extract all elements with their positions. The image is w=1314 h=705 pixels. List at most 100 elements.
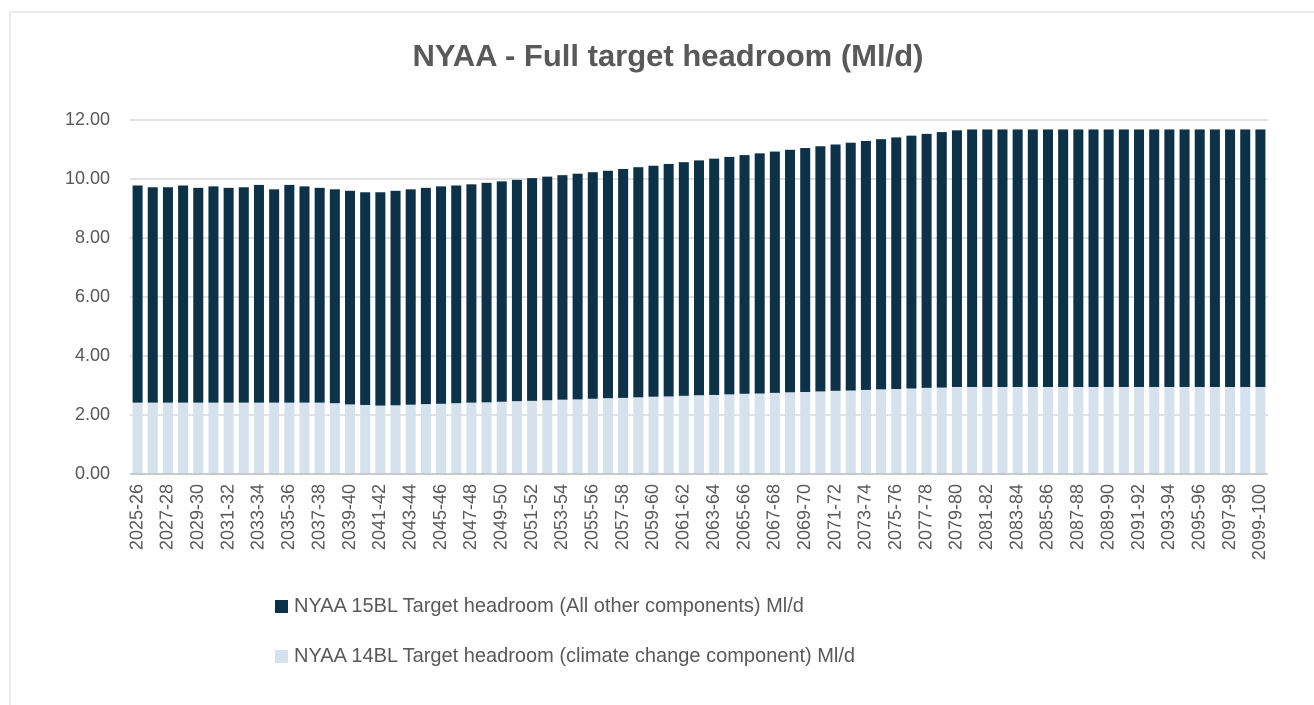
bar-segment: [1118, 386, 1129, 474]
bar-segment: [587, 398, 598, 474]
bar-segment: [951, 130, 962, 387]
x-tick-label: 2093-94: [1158, 484, 1178, 550]
x-tick-label: 2099-100: [1249, 484, 1269, 560]
bar-segment: [481, 402, 492, 474]
x-tick-label: 2091-92: [1128, 484, 1148, 550]
bar-segment: [769, 151, 780, 393]
bar-segment: [1134, 386, 1145, 474]
x-tick-label: 2037-38: [308, 484, 328, 550]
bar-segment: [678, 162, 689, 396]
bar-segment: [1209, 129, 1220, 387]
x-tick-label: 2083-84: [1006, 484, 1026, 550]
x-tick-label: 2081-82: [976, 484, 996, 550]
bar-segment: [436, 186, 447, 404]
bar-segment: [815, 391, 826, 474]
bar-segment: [238, 402, 249, 474]
bar-segment: [785, 392, 796, 474]
bar-segment: [420, 187, 431, 405]
bar-segment: [1194, 386, 1205, 474]
bar-segment: [633, 167, 644, 398]
bar-segment: [1073, 386, 1084, 474]
bar-segment: [178, 402, 189, 474]
bar-segment: [1042, 129, 1053, 387]
x-tick-label: 2061-62: [673, 484, 693, 550]
bar-segment: [709, 158, 720, 395]
bar-segment: [208, 186, 219, 403]
bar-segment: [876, 389, 887, 474]
bar-segment: [132, 185, 143, 403]
legend-item: NYAA 14BL Target headroom (climate chang…: [275, 645, 935, 668]
bar-segment: [876, 139, 887, 390]
bar-segment: [147, 402, 158, 474]
bar-segment: [1240, 129, 1251, 387]
legend-swatch: [275, 600, 288, 613]
bar-segment: [269, 402, 280, 474]
x-tick-label: 2085-86: [1037, 484, 1057, 550]
bar-segment: [451, 403, 462, 474]
bar-segment: [329, 403, 340, 474]
chart-title: NYAA - Full target headroom (Ml/d): [413, 38, 924, 73]
bar-segment: [739, 155, 750, 394]
bar-segment: [906, 388, 917, 474]
bar-segment: [481, 182, 492, 403]
x-tick-label: 2041-42: [369, 484, 389, 550]
bar-segment: [1012, 386, 1023, 474]
bar-segment: [178, 185, 189, 403]
x-tick-label: 2049-50: [490, 484, 510, 550]
bar-segment: [223, 402, 234, 474]
bar-segment: [921, 387, 932, 474]
bar-segment: [1134, 129, 1145, 387]
x-tick-label: 2029-30: [187, 484, 207, 550]
bar-segment: [542, 176, 553, 401]
bar-segment: [436, 403, 447, 474]
bar-segment: [663, 396, 674, 474]
bar-segment: [693, 395, 705, 474]
bar-segment: [511, 401, 522, 474]
bar-segment: [1058, 129, 1069, 387]
x-tick-label: 2079-80: [946, 484, 966, 550]
bar-segment: [921, 133, 932, 388]
x-tick-label: 2039-40: [339, 484, 359, 550]
y-tick-label: 10.00: [65, 168, 110, 188]
bar-segment: [405, 189, 416, 405]
bar-segment: [951, 386, 962, 474]
x-tick-label: 2067-68: [764, 484, 784, 550]
bar-segment: [390, 405, 401, 474]
bar-segment: [1118, 129, 1129, 387]
bar-segment: [709, 394, 720, 474]
x-tick-label: 2045-46: [430, 484, 450, 550]
x-tick-label: 2027-28: [157, 484, 177, 550]
bar-segment: [769, 392, 780, 474]
bar-segment: [800, 148, 811, 392]
x-tick-label: 2057-58: [612, 484, 632, 550]
bar-segment: [572, 173, 583, 400]
bar-segment: [1225, 386, 1236, 474]
bar-segment: [511, 179, 522, 402]
bar-segment: [284, 402, 295, 474]
x-tick-label: 2075-76: [885, 484, 905, 550]
bar-segment: [299, 186, 310, 403]
x-tick-label: 2095-96: [1188, 484, 1208, 550]
bar-segment: [238, 187, 249, 403]
bar-segment: [845, 142, 856, 391]
bar-segment: [633, 397, 644, 474]
y-tick-label: 4.00: [75, 345, 110, 365]
bar-segment: [982, 386, 993, 474]
bar-segment: [860, 140, 871, 390]
bar-segment: [451, 185, 462, 404]
bar-segment: [724, 156, 735, 395]
bar-segment: [1012, 129, 1023, 387]
bar-segment: [1058, 386, 1069, 474]
chart-border: [9, 11, 1314, 705]
bar-segment: [1103, 129, 1114, 387]
legend-item: NYAA 15BL Target headroom (All other com…: [275, 595, 935, 618]
bar-segment: [147, 187, 158, 403]
x-tick-label: 2063-64: [703, 484, 723, 550]
bar-segment: [982, 129, 993, 387]
x-tick-label: 2087-88: [1067, 484, 1087, 550]
bar-segment: [693, 160, 705, 396]
bar-segment: [618, 397, 629, 474]
bar-segment: [1209, 386, 1220, 474]
bar-segment: [253, 184, 264, 403]
